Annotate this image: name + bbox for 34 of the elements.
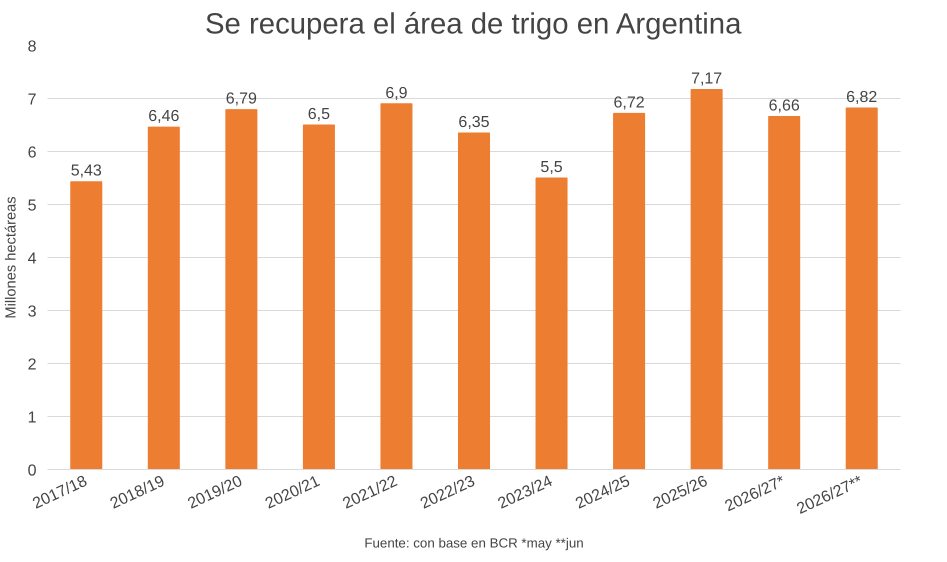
y-tick-label: 8	[28, 38, 37, 56]
bar	[70, 181, 102, 470]
y-tick-label: 0	[28, 462, 37, 480]
data-label: 6,82	[846, 89, 878, 106]
data-label: 6,79	[226, 90, 258, 108]
y-tick-label: 1	[28, 410, 37, 426]
bar	[846, 108, 878, 470]
data-label: 6,35	[458, 114, 490, 131]
bar	[536, 178, 568, 470]
data-label: 6,46	[148, 108, 180, 126]
y-tick-label: 5	[28, 198, 37, 214]
data-label: 6,72	[614, 94, 645, 112]
y-tick-label: 3	[28, 304, 37, 320]
data-label: 6,5	[308, 106, 330, 123]
data-label: 6,66	[768, 98, 800, 115]
y-tick-label: 4	[28, 250, 37, 268]
bar	[458, 132, 490, 470]
bar	[225, 109, 258, 470]
chart-title: Se recupera el área de trigo en Argentina	[204, 8, 742, 40]
y-tick-label: 6	[28, 144, 37, 162]
bar	[768, 116, 800, 470]
data-label: 5,5	[540, 159, 563, 176]
y-tick-label: 2	[28, 356, 37, 374]
y-tick-label: 7	[28, 92, 37, 108]
data-label: 7,17	[691, 70, 722, 88]
y-axis-title: Millones hectáreas	[4, 196, 20, 319]
bar	[690, 88, 723, 470]
bar	[148, 126, 180, 470]
bar	[613, 112, 646, 470]
source-note: Fuente: con base en BCR *may **jun	[364, 536, 584, 550]
data-label: 6,9	[385, 84, 408, 102]
bar	[380, 103, 412, 470]
bar	[302, 124, 335, 470]
data-label: 5,43	[70, 162, 102, 180]
